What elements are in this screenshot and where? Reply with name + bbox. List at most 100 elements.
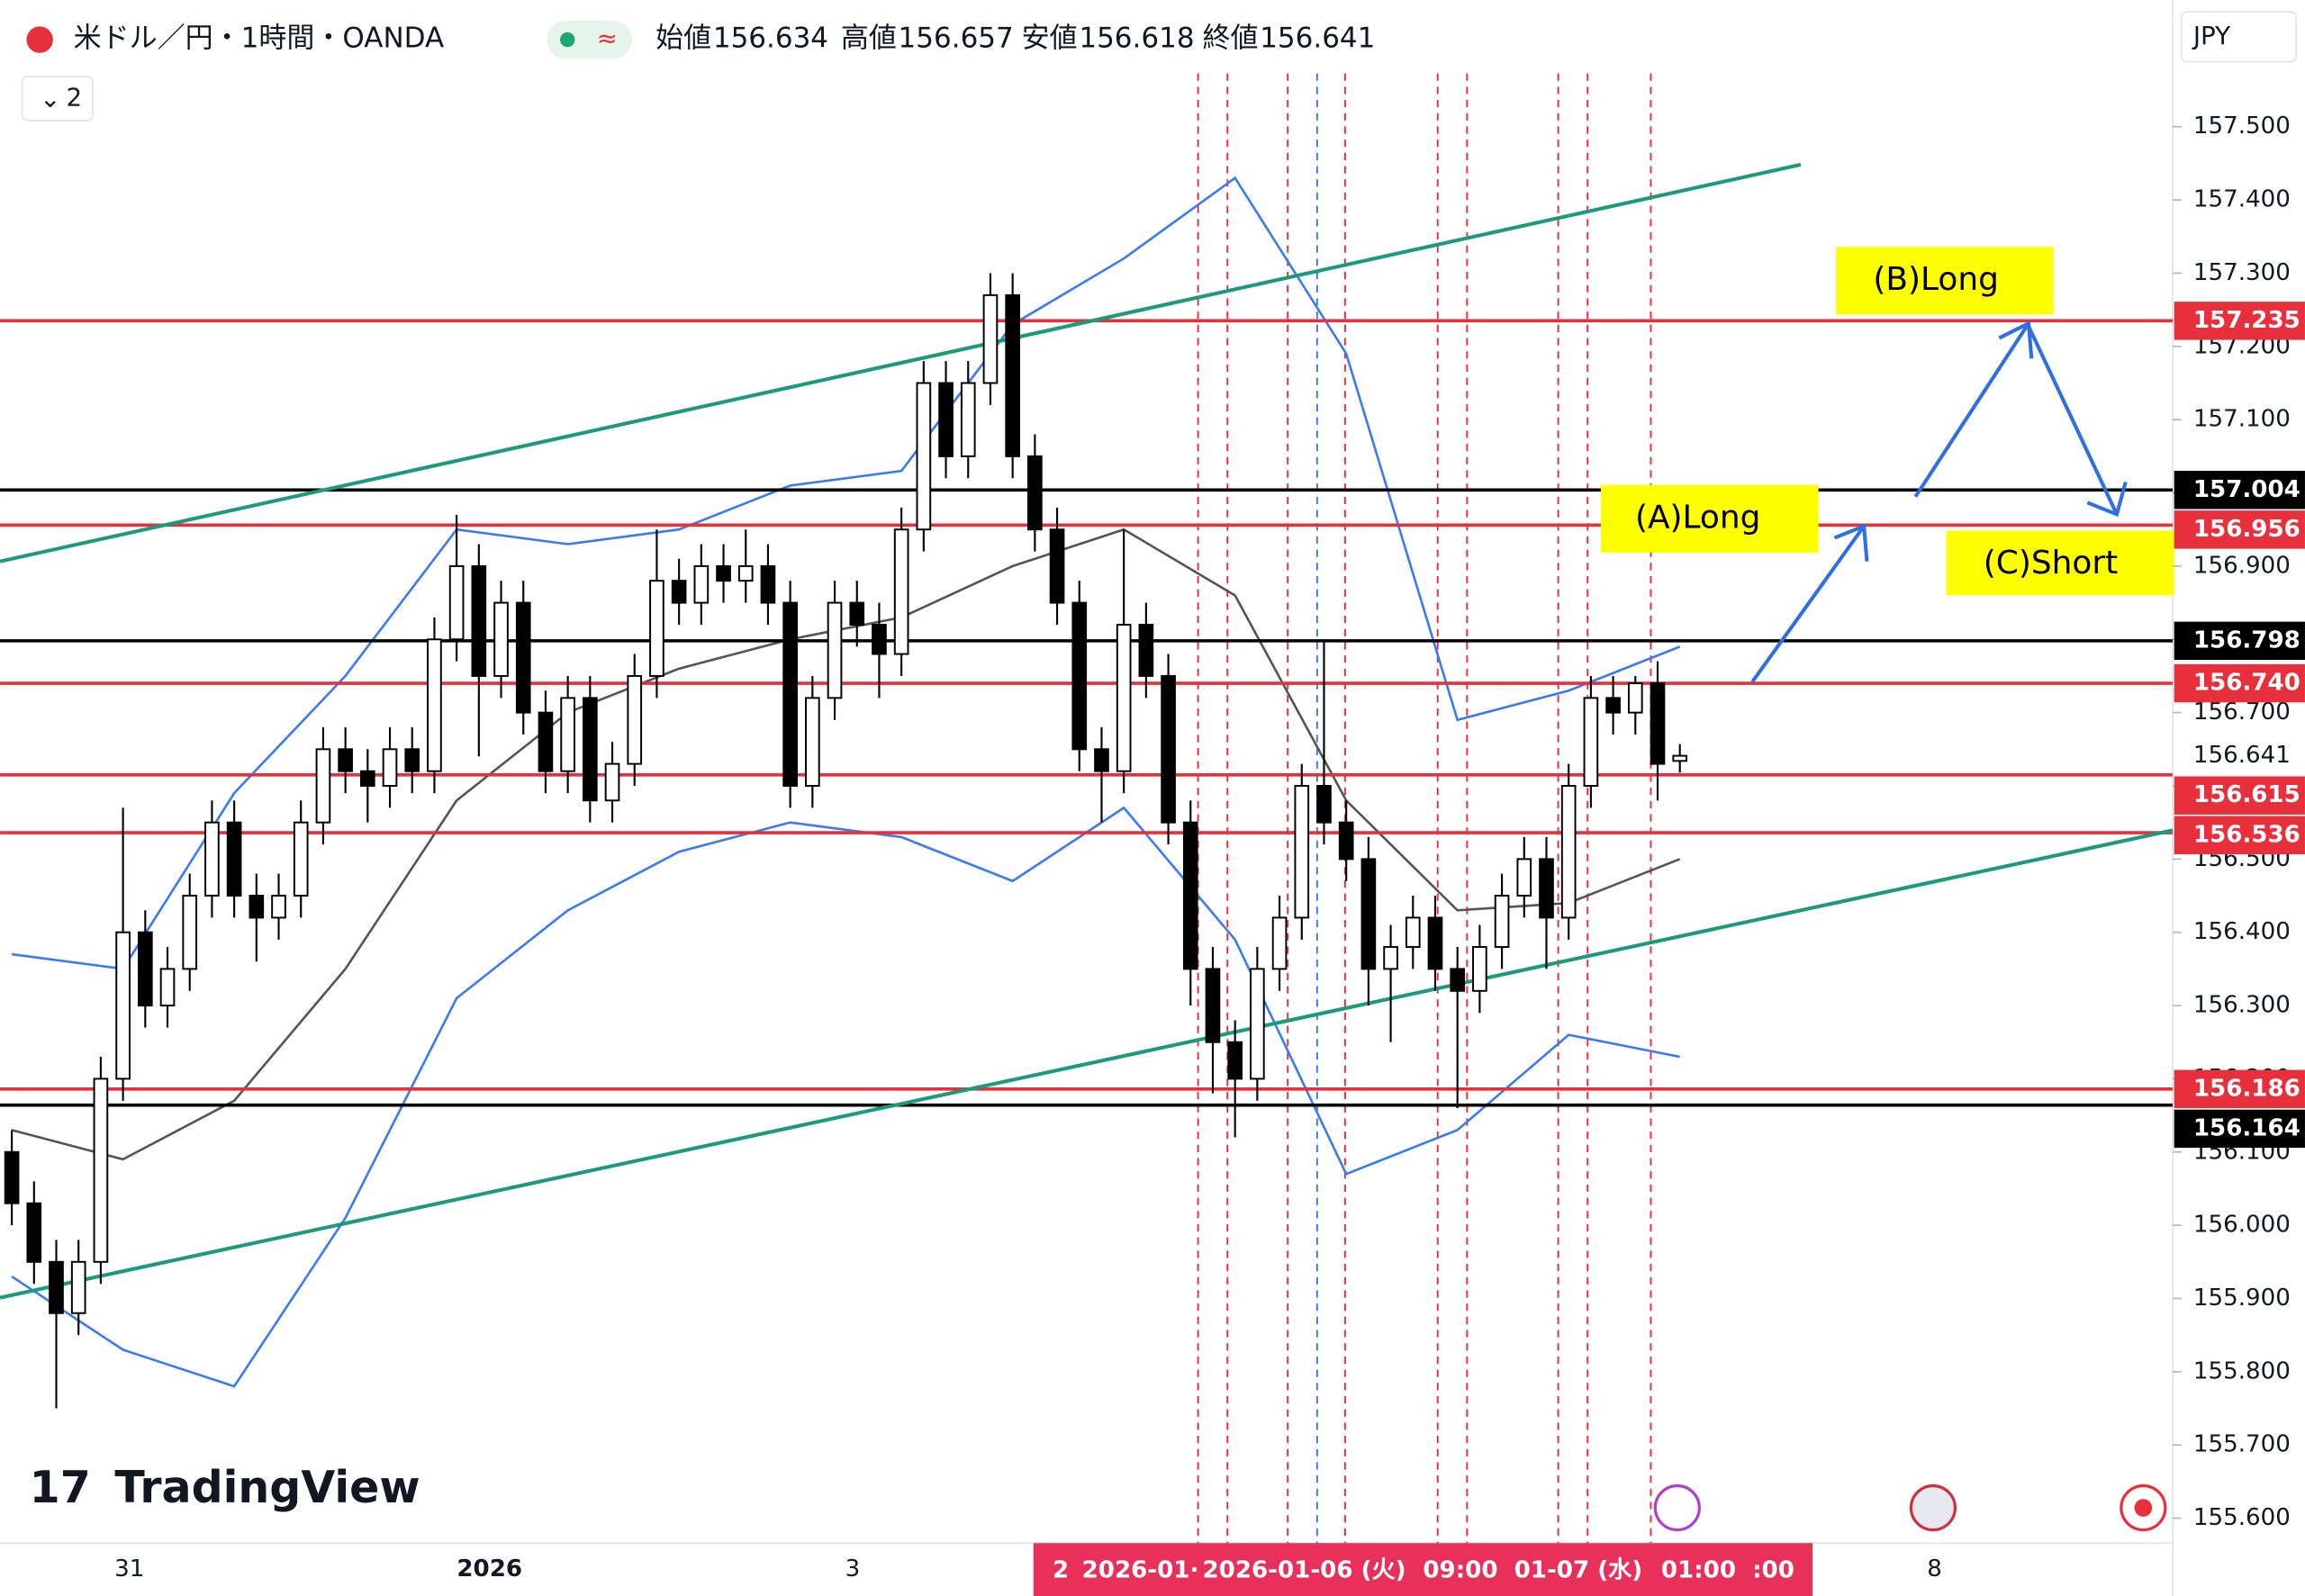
ohlc-label: 高値 <box>841 23 897 55</box>
event-icon[interactable] <box>1909 1483 1957 1532</box>
candle-body <box>1450 968 1466 992</box>
candle-body <box>26 1202 42 1263</box>
candle-body <box>1494 895 1510 948</box>
candle-body <box>604 762 620 802</box>
crosshair-label: 01:00 <box>1661 1557 1736 1584</box>
level-label: 156.186 <box>2193 1075 2300 1102</box>
candle-body <box>137 931 153 1007</box>
candle-body <box>427 638 442 772</box>
candle-body <box>849 601 865 626</box>
candle-body <box>249 895 265 919</box>
candle-body <box>1360 858 1377 970</box>
candle-body <box>893 528 909 655</box>
candle-body <box>1539 858 1554 919</box>
arrow-b-head <box>1998 320 2034 359</box>
candle-body <box>115 931 131 1080</box>
crosshair-label: 2 <box>1053 1557 1069 1584</box>
annotation-box <box>1836 247 2054 315</box>
y-tick-label: 156.700 <box>2193 699 2291 726</box>
y-tick-label: 155.600 <box>2193 1504 2291 1531</box>
candle-body <box>1583 697 1599 787</box>
crosshair-strip <box>1033 1543 1813 1596</box>
crosshair-label: :00 <box>1752 1557 1794 1584</box>
crosshair-label: 2026-01-06 (火) <box>1203 1557 1406 1584</box>
candle-body <box>1472 945 1487 992</box>
candle-body <box>1138 624 1154 677</box>
candle-body <box>382 748 398 787</box>
currency-button[interactable] <box>2181 11 2297 63</box>
arrow-c-head <box>2086 481 2128 518</box>
symbol-title: 米ドル／円・1時間・OANDA <box>74 23 445 55</box>
record-icon[interactable] <box>2120 1483 2167 1532</box>
level-label: 156.956 <box>2193 516 2300 543</box>
candle-body <box>737 564 754 582</box>
level-label-bg <box>2174 302 2305 340</box>
candle-body <box>1227 1041 1243 1080</box>
candle-body <box>960 382 976 457</box>
candle-body <box>805 697 820 787</box>
y-tick-label: 157.300 <box>2193 259 2291 286</box>
level-label: 156.798 <box>2193 627 2300 654</box>
candle-body <box>226 821 242 897</box>
ohlc-value: 156.618 <box>1079 23 1194 55</box>
candle-body <box>338 748 353 772</box>
level-label-bg <box>2174 776 2305 815</box>
scenario-arrows <box>1750 320 2128 683</box>
y-tick-label: 155.900 <box>2193 1285 2291 1312</box>
level-label: 156.615 <box>2193 781 2300 808</box>
candle-body <box>716 564 731 582</box>
candle-body <box>182 895 198 970</box>
level-label-bg <box>2174 816 2305 855</box>
candle-body <box>1071 601 1088 751</box>
x-tick-label: 8 <box>1927 1555 1942 1582</box>
candle-body <box>1560 784 1577 919</box>
y-tick-label: 156.000 <box>2193 1212 2291 1239</box>
trend-line-lower <box>0 828 2174 1300</box>
x-tick-label: 2026 <box>456 1555 522 1582</box>
ohlc-label: 始値 <box>655 23 711 55</box>
indicators <box>11 176 1681 1388</box>
y-tick-label: 157.100 <box>2193 406 2291 433</box>
y-tick-label: 157.500 <box>2193 113 2291 140</box>
status-pill <box>547 20 633 59</box>
y-tick-label: 156.400 <box>2193 918 2291 945</box>
candle-body <box>982 293 999 384</box>
candle-body <box>583 697 598 802</box>
level-label: 156.164 <box>2193 1114 2300 1141</box>
candle-body <box>271 895 286 919</box>
candle-body <box>827 601 843 699</box>
level-label-bg <box>2174 1109 2305 1149</box>
candle-body <box>1294 784 1310 919</box>
level-label-bg <box>2174 663 2305 703</box>
candle-body <box>1116 624 1132 772</box>
x-tick-label: 31 <box>114 1555 144 1582</box>
indicator-count: 2 <box>67 82 83 112</box>
indicator-line <box>11 806 1680 1388</box>
ohlc-value: 156.657 <box>899 23 1014 55</box>
candle-body <box>404 748 420 772</box>
price-axis: 157.500157.400157.300157.200157.100157.0… <box>2173 0 2305 1596</box>
candle-body <box>359 770 375 787</box>
record-dot <box>2134 1499 2153 1517</box>
ohlc-label: 終値 <box>1203 23 1259 55</box>
ohlc-value: 156.641 <box>1260 23 1375 55</box>
arrow-c <box>2027 325 2119 516</box>
crosshair-label: 09:00 <box>1423 1557 1497 1584</box>
level-label: 156.536 <box>2193 821 2300 848</box>
candle-body <box>1205 968 1221 1043</box>
indicator-toggle[interactable] <box>21 76 94 122</box>
candle-body <box>1094 748 1109 772</box>
alert-icon[interactable] <box>1653 1483 1701 1532</box>
candle-body <box>1027 455 1043 531</box>
annotation: (C)Short <box>1984 545 2118 582</box>
y-tick-label: 155.700 <box>2193 1431 2291 1458</box>
y-tick-label: 155.800 <box>2193 1357 2291 1384</box>
candle-body <box>916 382 932 531</box>
trend-line-upper <box>0 162 1802 564</box>
level-label-bg <box>2174 471 2305 509</box>
candle-body <box>515 601 531 714</box>
candle-body <box>1316 784 1332 824</box>
annotation: (A)Long <box>1635 499 1760 536</box>
arrow-b <box>1913 322 2030 498</box>
